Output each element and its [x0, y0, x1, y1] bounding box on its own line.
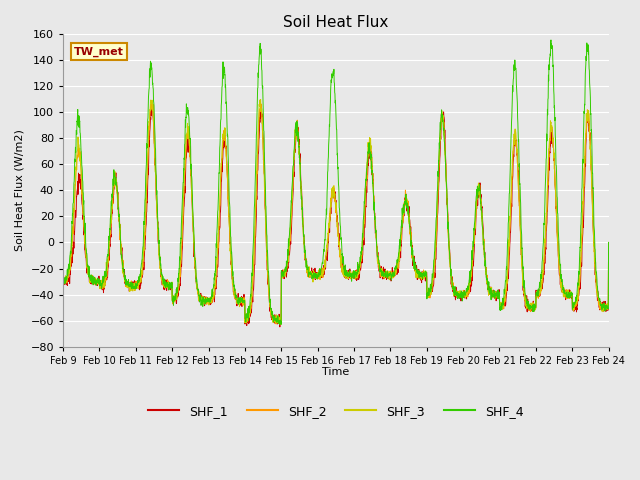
SHF_3	[572, 297, 580, 303]
Line: SHF_3: SHF_3	[63, 99, 609, 324]
Title: Soil Heat Flux: Soil Heat Flux	[283, 15, 388, 30]
SHF_3	[352, 271, 360, 277]
SHF_4	[60, 280, 67, 286]
SHF_4	[572, 294, 580, 300]
SHF_3	[557, 285, 564, 290]
SHF_2	[572, 303, 580, 309]
SHF_1	[276, 324, 284, 330]
SHF_2	[557, 277, 564, 283]
SHF_2	[60, 283, 67, 288]
SHF_2	[352, 268, 360, 274]
SHF_4	[547, 37, 555, 43]
SHF_3	[364, 149, 372, 155]
SHF_2	[212, 276, 220, 282]
SHF_4	[605, 240, 612, 245]
X-axis label: Time: Time	[322, 367, 349, 377]
SHF_1	[212, 283, 220, 289]
SHF_1	[572, 301, 580, 307]
SHF_4	[352, 269, 360, 275]
SHF_2	[276, 322, 284, 328]
Y-axis label: Soil Heat Flux (W/m2): Soil Heat Flux (W/m2)	[15, 130, 25, 251]
SHF_4	[211, 268, 219, 274]
Legend: SHF_1, SHF_2, SHF_3, SHF_4: SHF_1, SHF_2, SHF_3, SHF_4	[143, 400, 529, 423]
Line: SHF_1: SHF_1	[63, 105, 609, 327]
SHF_1	[605, 240, 612, 245]
SHF_3	[257, 96, 264, 102]
SHF_3	[605, 240, 612, 245]
SHF_3	[495, 294, 502, 300]
SHF_3	[277, 321, 285, 327]
SHF_1	[495, 287, 502, 293]
Line: SHF_2: SHF_2	[63, 101, 609, 325]
SHF_2	[364, 160, 372, 166]
Line: SHF_4: SHF_4	[63, 40, 609, 324]
Text: TW_met: TW_met	[74, 46, 124, 57]
SHF_4	[364, 159, 371, 165]
SHF_1	[60, 277, 67, 283]
SHF_2	[148, 98, 156, 104]
SHF_3	[211, 282, 219, 288]
SHF_1	[364, 167, 372, 173]
SHF_1	[352, 275, 360, 281]
SHF_4	[276, 322, 284, 327]
SHF_2	[605, 240, 612, 245]
SHF_2	[495, 295, 502, 300]
SHF_3	[60, 277, 67, 283]
SHF_4	[557, 276, 564, 281]
SHF_4	[495, 296, 502, 301]
SHF_1	[148, 102, 156, 108]
SHF_1	[557, 283, 564, 289]
